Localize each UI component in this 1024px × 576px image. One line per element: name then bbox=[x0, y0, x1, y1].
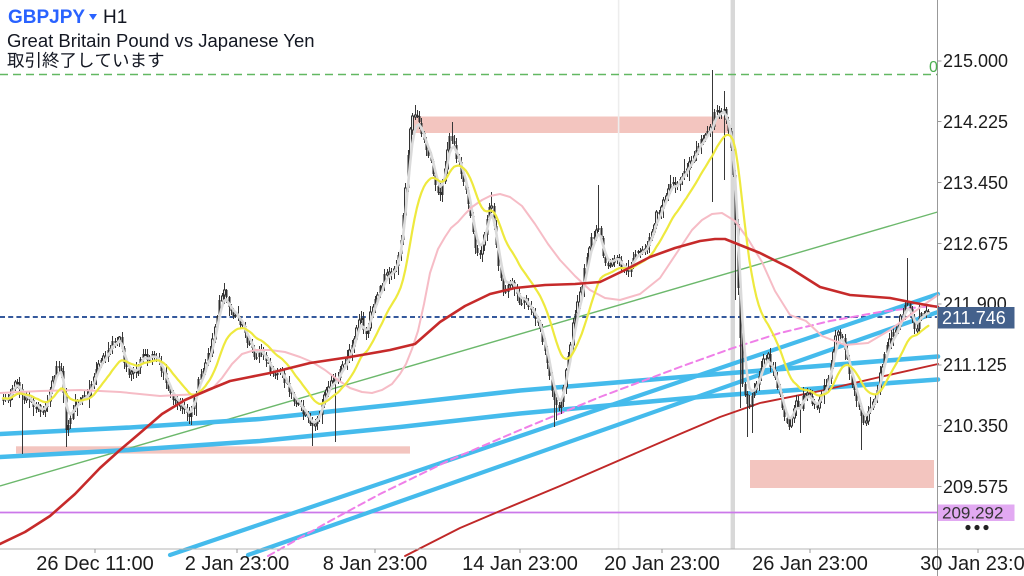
svg-text:211.125: 211.125 bbox=[943, 355, 1007, 375]
svg-text:2 Jan 23:00: 2 Jan 23:00 bbox=[185, 553, 290, 575]
svg-text:211.746: 211.746 bbox=[942, 308, 1006, 328]
svg-text:20 Jan 23:00: 20 Jan 23:00 bbox=[604, 553, 720, 575]
svg-text:212.675: 212.675 bbox=[943, 234, 1008, 254]
svg-text:30 Jan 23:00: 30 Jan 23:00 bbox=[920, 553, 1024, 575]
svg-text:210.350: 210.350 bbox=[943, 416, 1008, 436]
svg-text:Great Britain Pound vs Japanes: Great Britain Pound vs Japanese Yen bbox=[7, 30, 315, 51]
svg-text:214.225: 214.225 bbox=[943, 112, 1008, 132]
svg-text:26 Dec 11:00: 26 Dec 11:00 bbox=[36, 553, 154, 575]
svg-text:GBPJPY: GBPJPY bbox=[8, 7, 85, 28]
svg-text:0: 0 bbox=[929, 59, 938, 76]
svg-text:14 Jan 23:00: 14 Jan 23:00 bbox=[462, 553, 578, 575]
svg-text:209.575: 209.575 bbox=[943, 477, 1008, 497]
svg-text:8 Jan 23:00: 8 Jan 23:00 bbox=[323, 553, 428, 575]
svg-text:215.000: 215.000 bbox=[943, 51, 1008, 71]
svg-text:H1: H1 bbox=[103, 7, 127, 28]
svg-text:209.292: 209.292 bbox=[942, 504, 1003, 523]
svg-text:213.450: 213.450 bbox=[943, 173, 1008, 193]
svg-text:26 Jan 23:00: 26 Jan 23:00 bbox=[752, 553, 868, 575]
